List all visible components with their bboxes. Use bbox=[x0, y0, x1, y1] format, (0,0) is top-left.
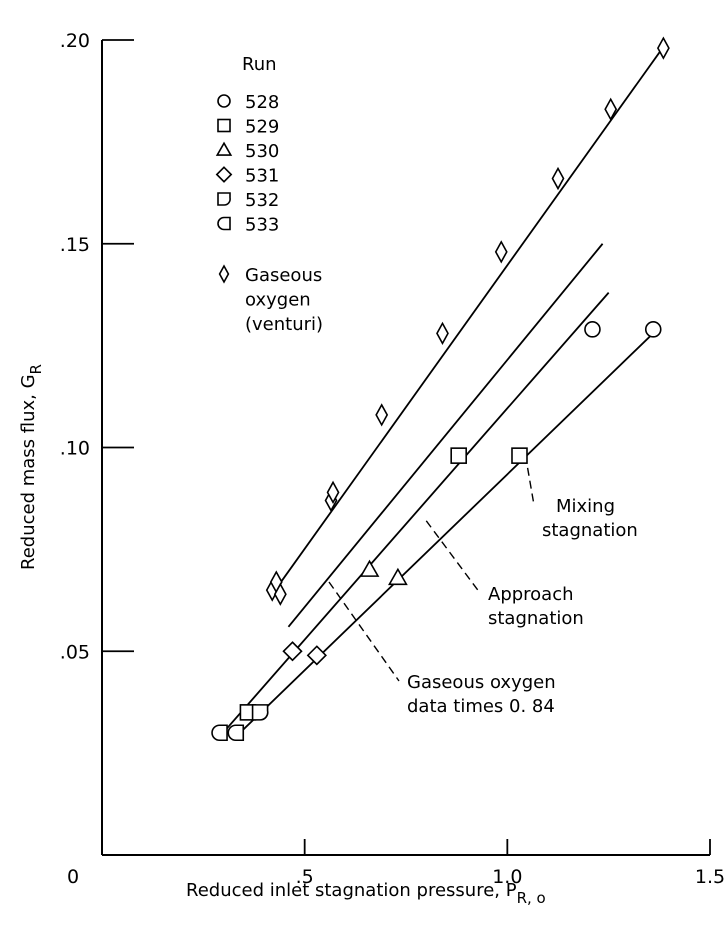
y-tick-label-0: .05 bbox=[60, 641, 90, 663]
x-tick-label-0: 0 bbox=[67, 866, 79, 888]
legend-label-528: 528 bbox=[245, 92, 279, 113]
tick-labels: 0 .5 1.0 1.5 .05 .10 .15 .20 bbox=[60, 30, 725, 888]
axes bbox=[101, 40, 710, 856]
marker-gaseous-5 bbox=[375, 403, 389, 427]
legend-label-533: 533 bbox=[245, 215, 279, 236]
fit-lines bbox=[218, 43, 667, 738]
marker-gaseous-7 bbox=[494, 240, 508, 264]
y-axis-label: Reduced mass flux, GR bbox=[18, 364, 45, 570]
marker-532-0 bbox=[251, 704, 269, 721]
tick-marks bbox=[102, 39, 711, 855]
marker-528-0 bbox=[584, 321, 601, 338]
legend-marker-529 bbox=[217, 118, 231, 133]
legend-label-line-2: (venturi) bbox=[245, 314, 323, 335]
legend-marker-528 bbox=[217, 94, 231, 108]
fit-line-3 bbox=[235, 328, 658, 738]
marker-533-0 bbox=[211, 724, 228, 742]
marker-529-2 bbox=[511, 447, 528, 464]
marker-gaseous-9 bbox=[604, 97, 618, 121]
annotation-leader-2 bbox=[328, 581, 400, 682]
legend-title: Run bbox=[242, 54, 277, 75]
legend-label-530: 530 bbox=[245, 141, 279, 162]
marker-530-0 bbox=[359, 559, 380, 577]
marker-529-1 bbox=[450, 447, 467, 464]
marker-530-1 bbox=[388, 567, 408, 586]
marker-528-1 bbox=[644, 321, 662, 338]
x-axis-label-subscript: R, o bbox=[517, 889, 546, 907]
marker-gaseous-4 bbox=[326, 480, 340, 504]
y-tick-label-2: .15 bbox=[60, 234, 90, 256]
marker-gaseous-8 bbox=[551, 166, 565, 191]
marker-531-0 bbox=[282, 641, 303, 662]
x-tick-label-1: .5 bbox=[296, 866, 314, 888]
legend-marker-530 bbox=[215, 141, 233, 156]
legend: Run 528 529 530 531 532 533 Gaseous oxygen (ventu… bbox=[215, 54, 323, 335]
annotation-line-0: Gaseous oxygen bbox=[407, 672, 556, 693]
legend-label-531: 531 bbox=[245, 166, 279, 187]
x-axis-label: Reduced inlet stagnation pressure, PR, o bbox=[186, 880, 546, 907]
y-axis-label-main: Reduced mass flux, G bbox=[18, 374, 39, 570]
annotation-1: Approach stagnation bbox=[488, 584, 584, 629]
legend-label-529: 529 bbox=[245, 117, 279, 138]
legend-marker-532 bbox=[217, 192, 231, 206]
legend-label-line-0: Gaseous bbox=[245, 265, 322, 286]
annotation-0: Mixing stagnation bbox=[542, 496, 638, 541]
marker-533-1 bbox=[227, 724, 245, 742]
legend-label-gaseous-oxygen: Gaseous oxygen (venturi) bbox=[245, 265, 323, 335]
marker-gaseous-2 bbox=[273, 582, 287, 606]
y-tick-label-1: .10 bbox=[60, 438, 90, 460]
x-tick-label-3: 1.5 bbox=[695, 866, 725, 888]
marker-gaseous-6 bbox=[436, 321, 449, 346]
fit-line-0 bbox=[271, 43, 667, 595]
data-markers bbox=[211, 36, 670, 742]
annotation-line-0: Approach bbox=[488, 584, 574, 605]
legend-marker-533 bbox=[217, 216, 231, 231]
legend-label-line-1: oxygen bbox=[245, 290, 311, 311]
annotation-line-1: stagnation bbox=[542, 520, 638, 541]
y-axis-label-subscript: R bbox=[27, 364, 45, 374]
marker-531-1 bbox=[306, 645, 327, 666]
legend-label-532: 532 bbox=[245, 190, 279, 211]
annotation-2: Gaseous oxygen data times 0. 84 bbox=[407, 672, 556, 717]
x-axis-label-main: Reduced inlet stagnation pressure, P bbox=[186, 880, 517, 901]
fit-line-1 bbox=[287, 243, 604, 628]
legend-marker-531 bbox=[215, 166, 233, 183]
marker-gaseous-10 bbox=[656, 36, 670, 60]
annotation-leader-1 bbox=[425, 520, 481, 594]
annotations: Mixing stagnation Approach stagnation Gaseou… bbox=[328, 467, 638, 717]
y-tick-label-3: .20 bbox=[60, 30, 90, 52]
annotation-line-0: Mixing bbox=[556, 496, 615, 517]
fit-line-2 bbox=[218, 292, 610, 738]
legend-marker-gaseous-oxygen bbox=[218, 264, 230, 284]
annotation-line-1: data times 0. 84 bbox=[407, 696, 555, 717]
x-tick-label-2: 1.0 bbox=[492, 866, 522, 888]
annotation-leader-0 bbox=[526, 467, 535, 506]
annotation-line-1: stagnation bbox=[488, 608, 584, 629]
